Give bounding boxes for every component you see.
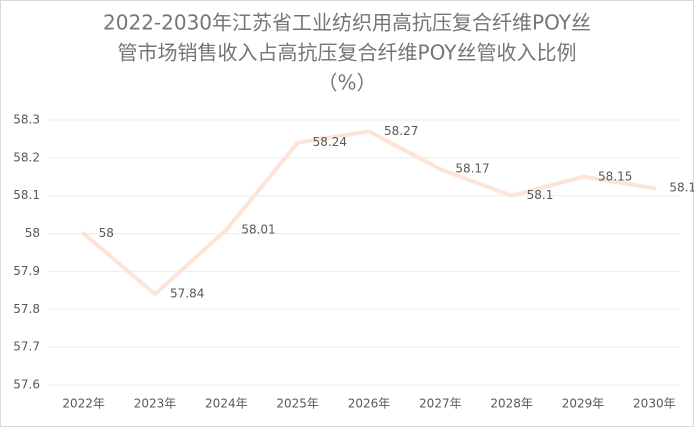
- data-label: 57.84: [170, 287, 204, 301]
- x-tick-label: 2026年: [348, 397, 391, 411]
- data-label: 58.01: [241, 222, 275, 236]
- data-label: 58.15: [598, 169, 632, 183]
- line: [81, 129, 657, 297]
- x-tick-label: 2029年: [562, 397, 605, 411]
- x-tick-label: 2030年: [633, 397, 676, 411]
- chart-title: （%）: [317, 71, 376, 95]
- y-tick-label: 57.6: [13, 378, 40, 392]
- data-label: 58.27: [384, 124, 418, 138]
- y-tick-label: 57.7: [13, 340, 40, 354]
- y-tick-label: 57.9: [13, 264, 40, 278]
- x-tick-label: 2024年: [205, 397, 248, 411]
- y-tick-label: 58.1: [13, 188, 40, 202]
- data-label: 58.24: [313, 135, 347, 149]
- chart-title: 管市场销售收入占高抗压复合纤维POY丝管收入比例: [118, 41, 577, 65]
- data-label: 58.12: [669, 181, 694, 195]
- y-tick-label: 58.3: [13, 113, 40, 127]
- x-tick-label: 2025年: [276, 397, 319, 411]
- chart-title: 2022-2030年江苏省工业纺织用高抗压复合纤维POY丝: [103, 11, 591, 35]
- x-tick-label: 2028年: [490, 397, 533, 411]
- y-tick-label: 58: [25, 226, 40, 240]
- data-label: 58: [99, 226, 114, 240]
- x-tick-label: 2022年: [62, 397, 105, 411]
- data-label: 58.17: [455, 162, 489, 176]
- y-tick-label: 57.8: [13, 302, 40, 316]
- x-tick-label: 2027年: [419, 397, 462, 411]
- data-label: 58.1: [527, 188, 554, 202]
- x-tick-label: 2023年: [134, 397, 177, 411]
- y-tick-label: 58.2: [13, 150, 40, 164]
